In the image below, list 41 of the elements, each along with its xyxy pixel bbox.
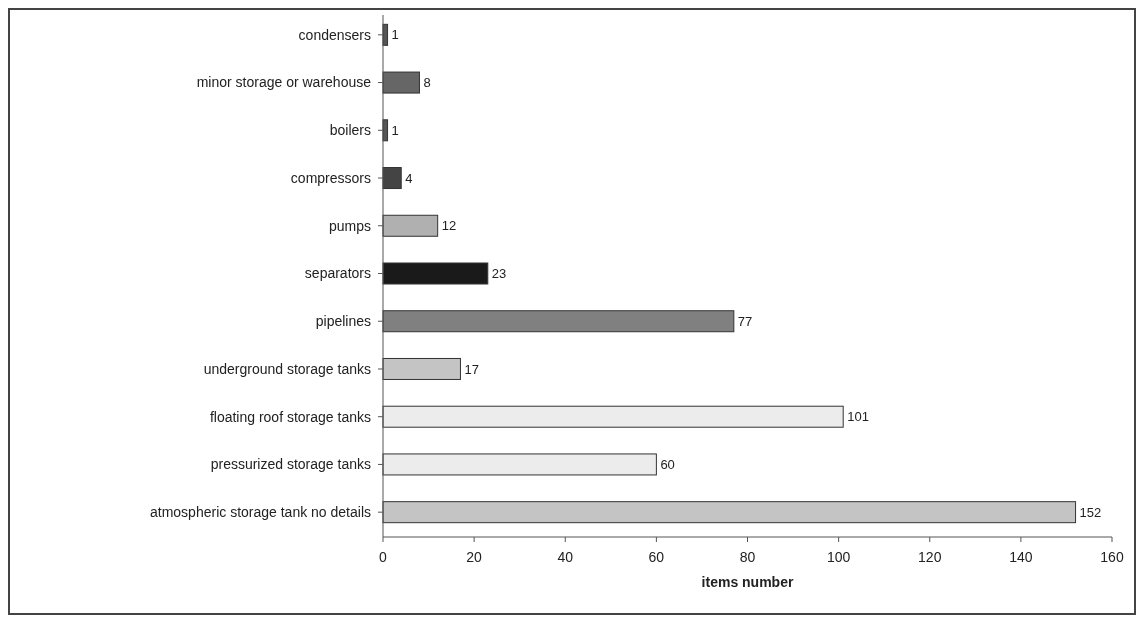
data-label: 1: [391, 122, 399, 138]
bar: [382, 71, 420, 94]
bar: [382, 167, 402, 190]
data-label: 8: [423, 75, 431, 91]
data-label: 60: [660, 456, 675, 472]
data-label: 77: [737, 313, 753, 329]
y-tick-label: pumps: [328, 217, 371, 234]
bar: [382, 405, 844, 428]
y-tick-label: underground storage tanks: [203, 360, 371, 377]
data-label: 1: [391, 27, 399, 43]
x-tick-label: 80: [739, 549, 756, 565]
x-tick-label: 140: [1009, 549, 1033, 565]
y-tick-label: condensers: [298, 26, 371, 43]
x-tick-label: 100: [826, 549, 851, 565]
x-tick-label: 160: [1100, 549, 1124, 565]
data-label: 12: [441, 218, 457, 234]
y-tick-label: floating roof storage tanks: [209, 408, 371, 425]
bar: [382, 262, 489, 285]
bar: [382, 501, 1077, 524]
x-tick-label: 0: [379, 549, 388, 565]
y-tick-label: atmospheric storage tank no details: [149, 504, 371, 521]
bar: [382, 310, 735, 333]
data-label: 101: [847, 409, 869, 425]
x-axis-title: items number: [701, 574, 794, 590]
y-tick-label: pressurized storage tanks: [210, 456, 371, 473]
y-tick-label: pipelines: [315, 313, 371, 330]
x-tick-label: 40: [557, 549, 574, 565]
data-label: 17: [464, 361, 479, 377]
y-tick-label: boilers: [329, 122, 371, 139]
x-tick-label: 20: [466, 549, 483, 565]
data-label: 4: [405, 170, 413, 186]
x-tick-label: 120: [918, 549, 942, 565]
y-tick-label: compressors: [290, 169, 371, 186]
y-tick-label: minor storage or warehouse: [196, 74, 372, 91]
bar: [382, 357, 461, 380]
data-label: 23: [491, 266, 507, 282]
x-tick-label: 60: [648, 549, 665, 565]
y-tick-label: separators: [304, 265, 371, 282]
bar: [382, 214, 439, 237]
bar: [382, 453, 657, 476]
data-label: 152: [1079, 504, 1102, 520]
